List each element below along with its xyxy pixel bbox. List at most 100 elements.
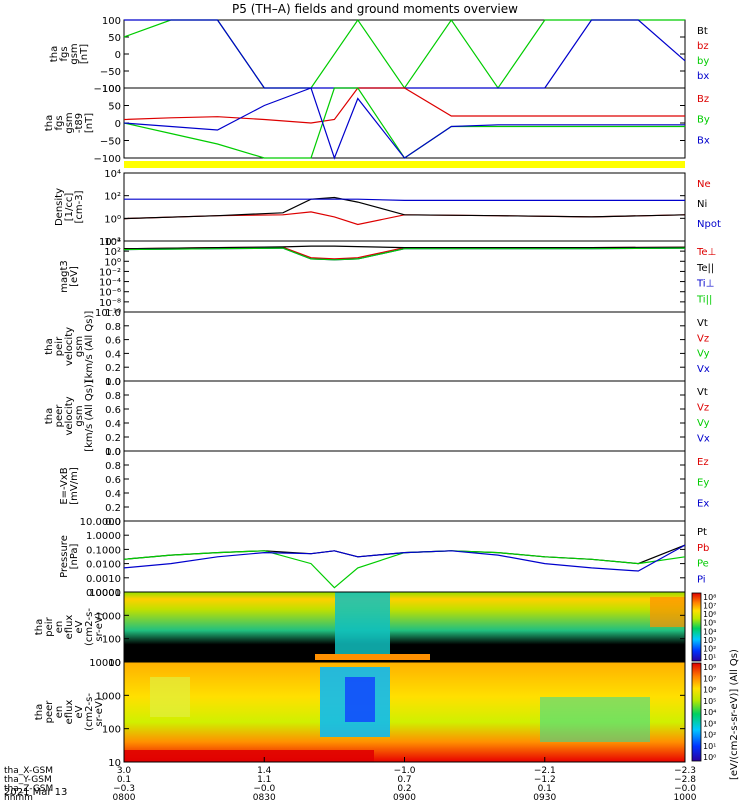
panel-frame [123,380,686,452]
x-row-value: −2.8 [674,775,696,785]
legend-entry: bx [697,71,709,82]
x-row-value: 1000 [674,793,697,800]
peer-spectrogram-band [540,697,650,742]
peer-spectrogram-patch [150,677,190,717]
y-tick-label: −100 [94,154,121,165]
y-axis-label: thafgsgsm[nT] [49,43,90,64]
legend-entry: Bx [697,135,710,146]
legend-entry: Ez [697,457,709,468]
legend-entry: Npot [697,219,721,230]
y-axis-label: Density[1/cc][cm-3] [54,188,85,226]
series-group-2 [123,196,686,226]
y-tick-label: 100 [102,725,121,736]
y-tick-label: 1.0 [105,447,121,458]
colorbar-tick: 10³ [703,636,716,645]
colorbar-tick: 10⁷ [703,674,716,683]
y-tick-label: 1.0 [105,308,121,319]
colorbar-tick: 10⁵ [703,619,716,628]
y-tick-label: 10 [108,658,121,669]
x-row-value: −1.0 [394,766,416,776]
x-row-value: 0830 [253,793,276,800]
series-group-4 [123,544,686,589]
legend-entry: Te⊥ [696,247,716,258]
legend-peir_vel: Vt Vz Vy Vx [697,318,710,375]
colorbar-tick: 10⁰ [703,753,716,762]
legend-efield: Ez Ey Ex [697,457,709,509]
y-tick-label: 10.0000 [80,517,121,528]
colorbar-label: [eV/(cm2-s-sr-eV)] (All Qs) [729,649,740,780]
legend-pressure: Pt Pb Pe Pi [697,527,709,585]
y-tick-label: 10⁻² [99,267,121,278]
legend-entry: Te|| [696,263,714,274]
y-tick-label: 0.6 [105,405,121,416]
panel-frame [123,19,686,89]
y-axis-label: magt3[eV] [59,260,80,293]
panel-frame [123,450,686,522]
x-row-value: 1.4 [257,766,272,776]
y-tick-label: 1000 [96,691,121,702]
legend-entry: Bz [697,94,709,105]
series-Ti⊥ [123,247,686,261]
colorbar-tick: 10⁴ [703,627,716,636]
series-Bx [123,87,685,160]
x-row-value: 0.1 [117,775,131,785]
series-Bz [123,87,685,124]
legend-fgs_gsm_dlb: Bz By Bx [697,94,710,146]
x-row-value: 0800 [113,793,136,800]
legend-entry: by [697,56,709,67]
y-tick-label: 0.8 [105,322,121,333]
y-tick-label: −50 [100,137,121,148]
x-row-value: 3.0 [117,766,132,776]
series-Ne [123,211,686,226]
y-tick-label: 10² [104,247,121,258]
y-tick-label: 0.8 [105,461,121,472]
y-tick-label: 0.0100 [86,560,121,571]
series-bx [124,19,686,89]
y-axis-label: thapeirvelocitygsm[km/s (All Qs)] [44,311,95,383]
series-Pe [123,550,686,589]
y-tick-label: 10 [108,758,121,769]
x-row-value: −2.3 [674,766,696,776]
y-tick-label: 0.8 [105,391,121,402]
y-tick-label: 100 [102,16,121,27]
series-By [123,87,685,159]
panel-frame [123,172,686,242]
y-tick-label: 0.6 [105,475,121,486]
panel-pressure: 10.0000 1.0000 0.1000 0.0100 0.0010 0.0001 Pre… [59,517,686,599]
legend-entry: By [697,115,710,126]
colorbar-tick: 10⁸ [703,593,716,602]
y-tick-label: 10² [104,192,121,203]
y-tick-label: −100 [94,84,121,95]
legend-entry: Vx [697,434,710,445]
x-row-label: tha_X-GSM [4,766,53,776]
x-row-value: 0.1 [538,784,552,794]
legend-entry: Vz [697,403,709,414]
y-tick-label: 0.0 [105,377,121,388]
legend-density: Ne Ni Npot [697,179,721,230]
panel-frame [123,240,686,313]
x-row-label: tha_Z-GSM [4,784,53,794]
colorbar-tick: 10¹ [703,653,716,662]
y-tick-label: 0.0001 [86,588,121,599]
y-tick-label: 0.2 [105,433,121,444]
panel-frame [123,311,686,382]
legend-entry: Pt [697,527,707,538]
separator-bar [124,161,685,168]
peer-spectrogram-inner [345,677,375,722]
y-tick-label: 0.6 [105,336,121,347]
x-row-value: −0.0 [253,784,275,794]
x-row-value: 0.7 [397,775,411,785]
y-tick-label: 0.2 [105,363,121,374]
colorbar-tick: 10⁶ [703,686,716,695]
series-Te|| [123,245,686,250]
date-label: 2021 Mar 13 [4,787,67,798]
y-axis-label: thafgsgsm-t89[nT] [44,112,95,133]
legend-entry: bz [697,41,709,52]
legend-entry: Ex [697,498,709,509]
y-tick-label: 0.0 [105,517,121,528]
y-tick-label: 0.1000 [86,545,121,556]
y-axis-label: thapeerenefluxeV(cm2-s-sr-eV) [34,693,105,731]
y-tick-label: 10⁻⁸ [99,298,121,309]
colorbar-tick: 10⁴ [703,708,716,717]
y-axis-label: thapeirenefluxeV(cm2-s-sr-eV) [34,608,105,646]
